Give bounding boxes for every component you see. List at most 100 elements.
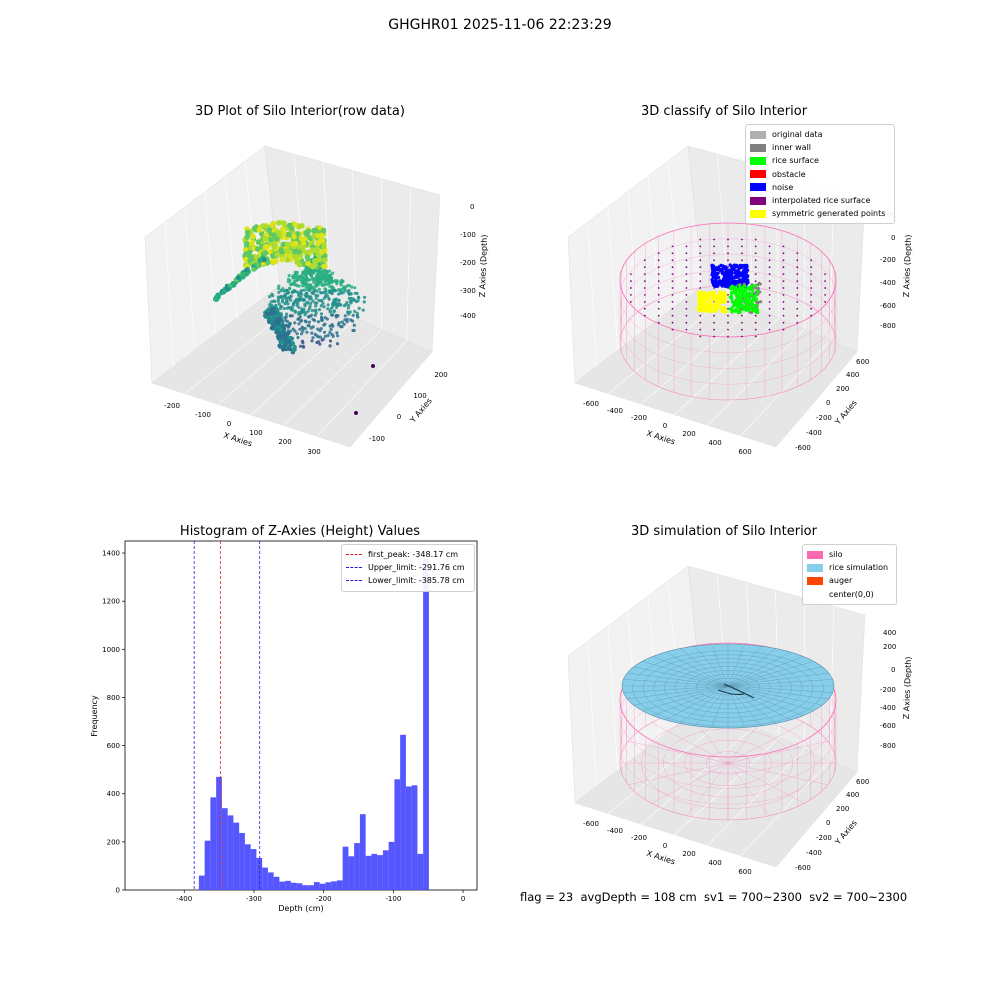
p3-plot-frame [124,540,478,891]
data-point [328,324,332,328]
noise-point [741,280,745,284]
data-point [290,314,294,318]
data-point [339,280,343,284]
p2-y-tick: -600 [795,444,811,452]
data-point [251,266,257,272]
rice-mesh-spoke [679,685,729,724]
data-point [318,329,322,333]
panel4-title: 3D simulation of Silo Interior [631,524,817,539]
p2-x-tick: 200 [682,430,695,438]
p4-x-label: X Axies [645,849,676,867]
interpolated-point [713,238,715,241]
symmetric-point [722,300,726,304]
data-point [306,278,311,282]
grid-line [184,206,195,351]
histogram-bar [331,881,337,890]
data-point [316,279,320,283]
noise-point [735,265,740,269]
grid-line [316,340,407,437]
data-point [287,274,291,278]
data-point [331,324,335,328]
rice-mesh-spoke [627,685,729,700]
interpolated-point [657,314,660,317]
panel2-classified-clusters [696,263,763,315]
data-point [330,276,334,280]
grid-line [283,329,382,426]
noise-point [729,264,733,268]
p2-y-tick: 600 [856,358,869,366]
data-point [316,320,321,324]
data-point [270,310,275,315]
symmetric-point [718,301,722,305]
rice-surface-point [734,299,738,302]
panel3-title: Histogram of Z-Axies (Height) Values [179,524,421,539]
data-point [324,289,328,293]
data-point [296,243,303,250]
data-point [302,288,306,292]
data-point [293,310,297,314]
interpolated-point [685,328,688,331]
data-point [355,311,359,315]
interpolated-point [741,321,743,324]
rice-mesh-spoke [642,685,729,711]
inner-wall-point [758,282,762,286]
p4-z-tick: -200 [880,686,896,694]
interpolated-point [727,266,729,269]
data-point [300,292,304,296]
interpolated-point [754,266,757,269]
data-point [299,319,303,323]
inner-wall-point [755,300,759,304]
rice-surface-point [741,308,745,311]
p1-z-tick: -400 [460,312,476,320]
symmetric-point [709,306,713,310]
p2-x-tick: 0 [663,422,667,430]
data-point [332,299,336,303]
rice-mesh-spoke [727,685,823,706]
panel1-axes3d [144,145,441,448]
data-point [277,287,281,291]
y-tick-label: 1200 [102,598,120,606]
interpolated-point [810,266,813,269]
interpolated-point [671,314,674,317]
data-point [277,284,281,288]
data-point [283,337,288,343]
legend-swatch [750,183,766,192]
rice-mesh-spoke [727,685,829,700]
rice-mesh-spoke [652,685,729,716]
legend-item: auger [807,574,892,587]
rice-surface-point [730,310,734,314]
legend-swatch [750,209,766,218]
data-point [309,301,313,305]
rice-mesh-spoke [727,685,833,693]
grid-line [587,641,597,787]
data-point [328,285,332,289]
data-point [257,257,263,263]
data-point [310,286,314,290]
data-point [277,302,281,306]
data-point [299,289,303,293]
panel2-title: 3D classify of Silo Interior [640,104,808,119]
histogram-bar [400,734,406,890]
interpolated-point [754,335,757,338]
grid-line [667,161,682,302]
data-point [304,254,311,261]
data-point [347,303,351,308]
noise-point [733,263,737,267]
interpolated-point [768,259,771,262]
rice-mesh-spoke [665,685,729,721]
interpolated-point [713,328,715,331]
p4-y-tick: -400 [806,849,822,857]
data-point [316,252,322,258]
grid-line [739,760,830,857]
noise-point [717,267,721,271]
interpolated-point [643,287,646,289]
interpolated-point [727,238,729,241]
rice-surface-point [744,290,748,293]
symmetric-point [712,308,716,312]
grid-line [607,715,729,814]
p2-z-tick: -600 [880,302,896,310]
data-point [308,314,312,318]
noise-point [717,280,721,284]
data-point [255,239,262,245]
interpolated-point [824,273,826,275]
